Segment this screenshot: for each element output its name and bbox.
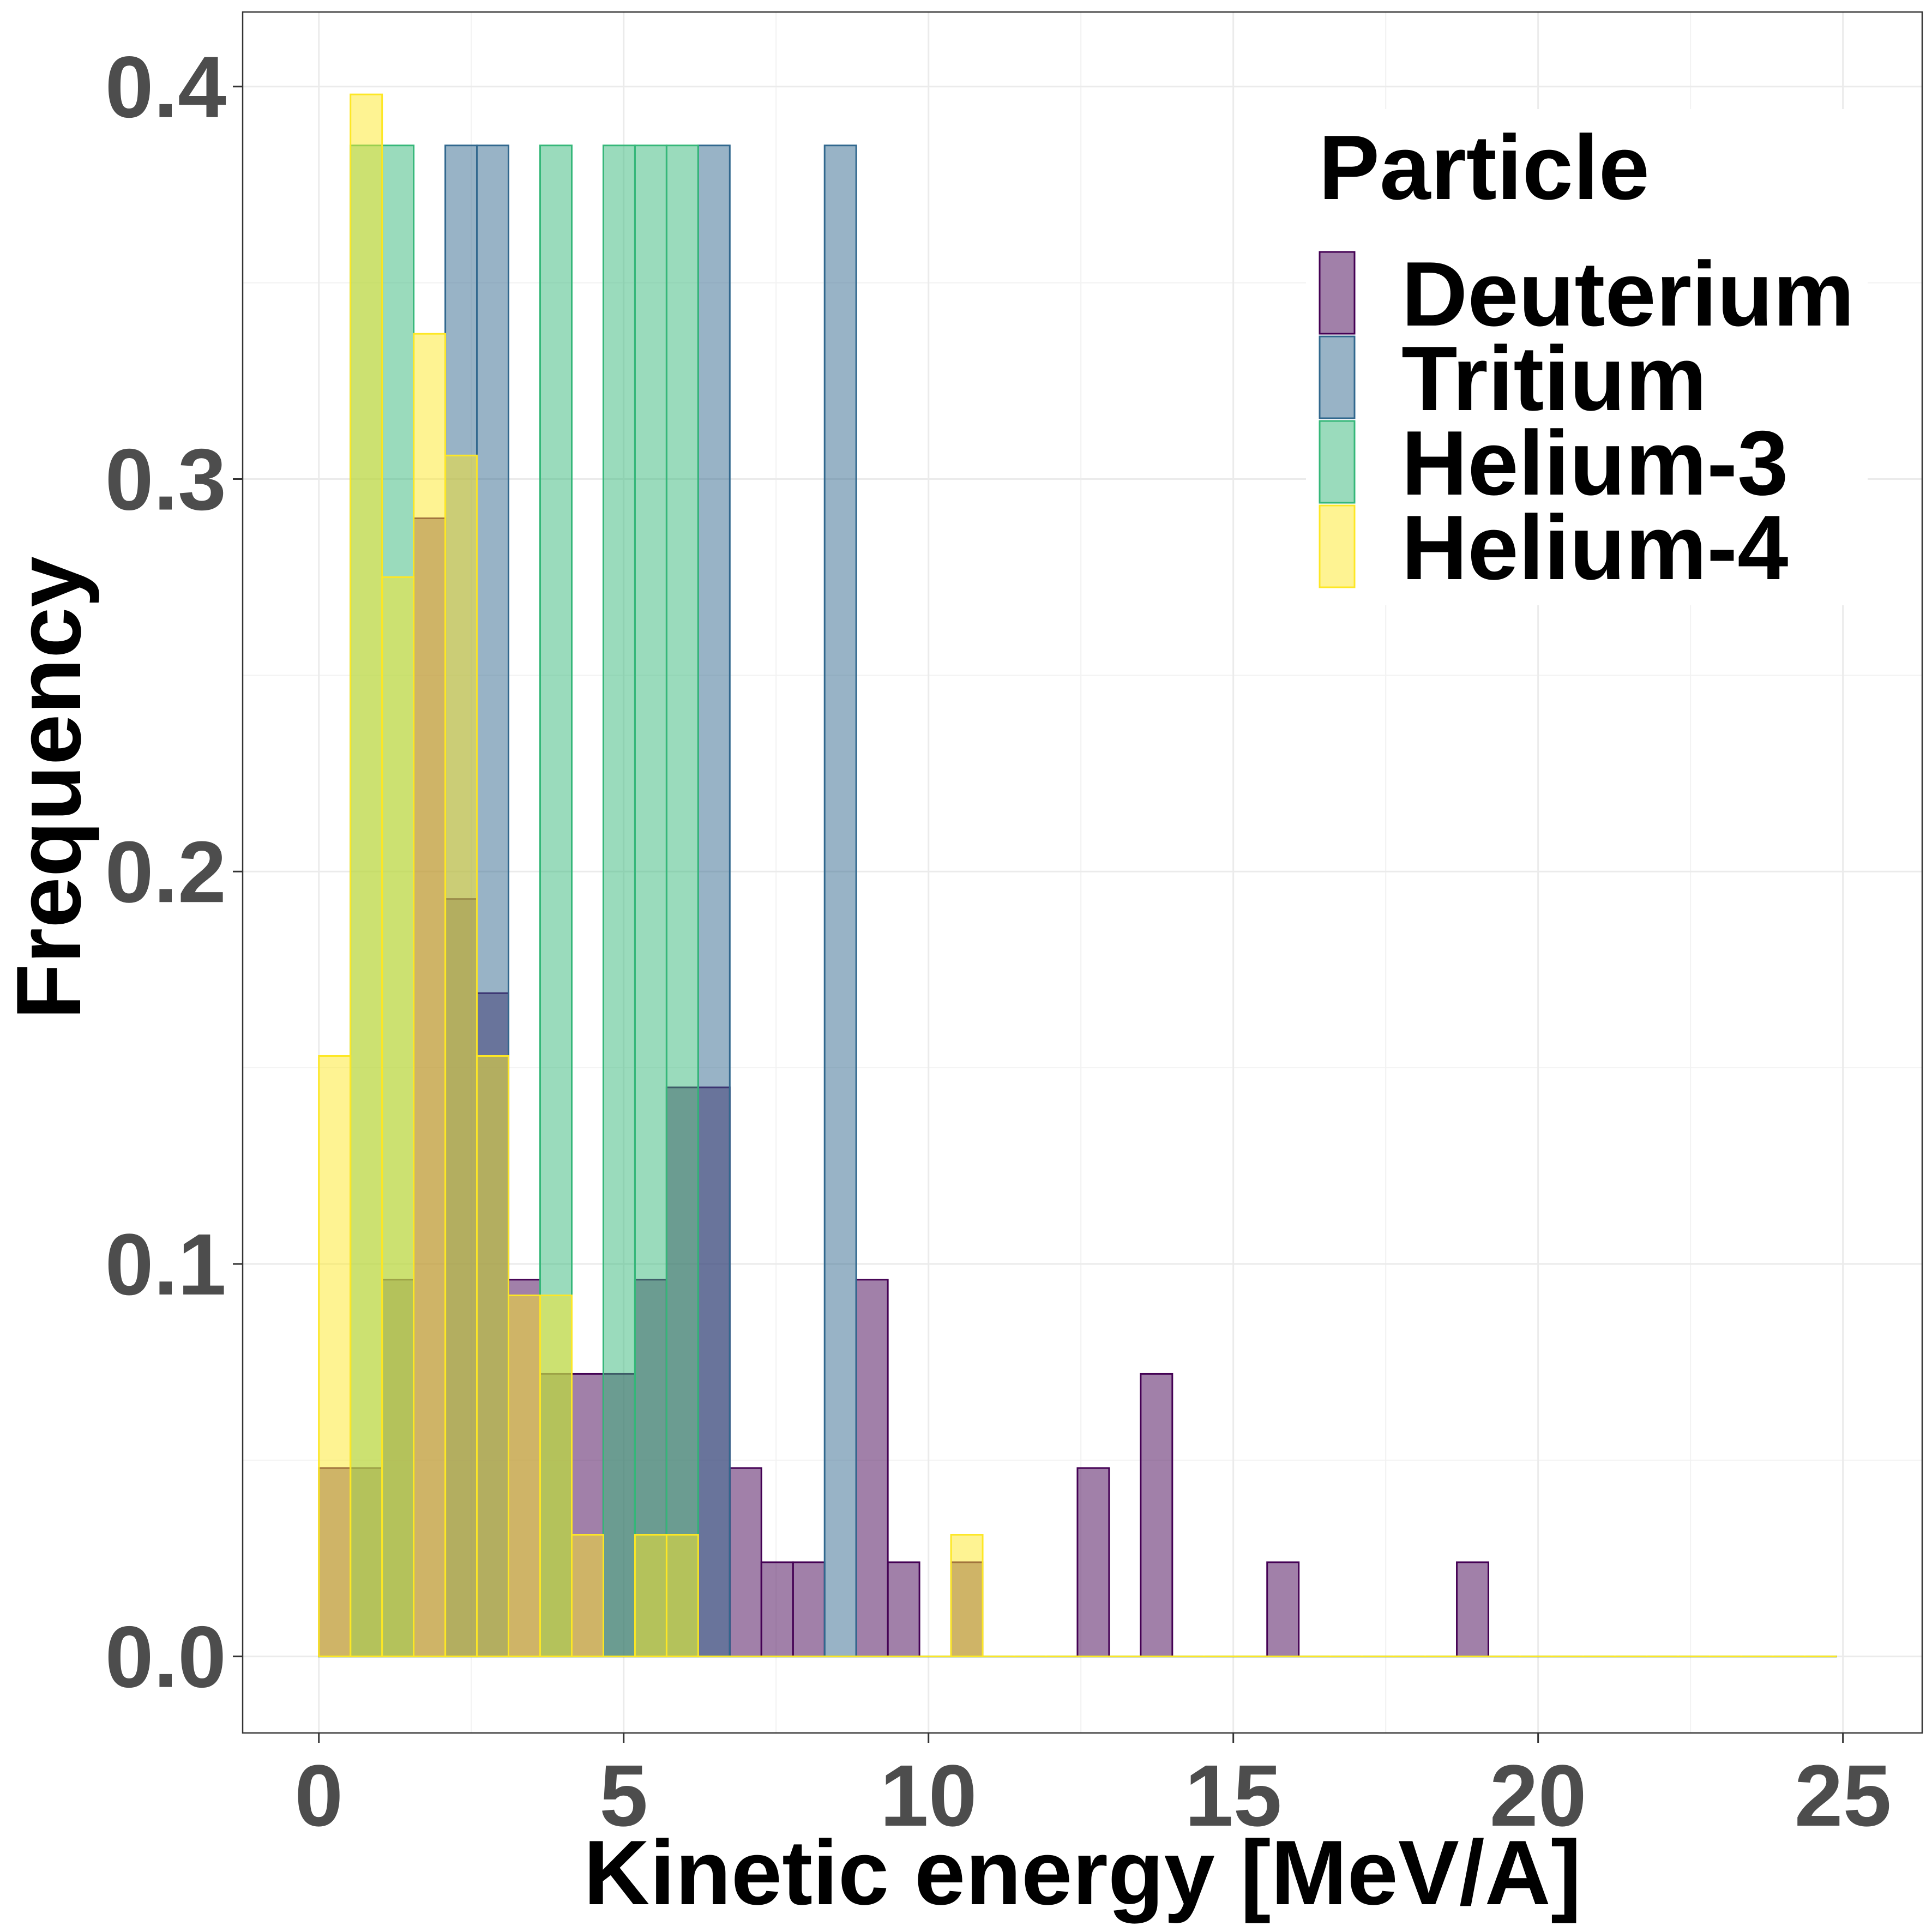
bar-helium-4: [413, 333, 447, 1658]
legend-key-deuterium: [1319, 251, 1356, 335]
legend-key-helium-3: [1319, 420, 1356, 504]
bar-deuterium: [760, 1561, 794, 1658]
bar-deuterium: [1456, 1561, 1490, 1658]
plot-panel-border: [242, 11, 1923, 1734]
legend-label-helium-4: Helium-4: [1401, 496, 1789, 599]
bar-helium-4: [950, 1534, 984, 1658]
bar-tritium: [823, 145, 857, 1658]
bar-deuterium: [887, 1561, 920, 1658]
bar-tritium: [697, 145, 731, 1658]
legend-label-deuterium: Deuterium: [1401, 243, 1855, 345]
legend-title: Particle: [1319, 116, 1650, 219]
legend-background: [1306, 109, 1868, 605]
bar-deuterium: [729, 1467, 762, 1658]
histogram-bars: [318, 93, 1837, 1658]
bar-helium-4: [350, 93, 383, 1658]
bar-helium-3: [665, 145, 699, 1658]
x-tick-label: 20: [1490, 1747, 1587, 1844]
bar-deuterium: [792, 1561, 826, 1658]
x-axis-title: Kinetic energy [MeV/A]: [583, 1821, 1581, 1924]
x-axis: 0 5 10 15 20 25: [294, 1733, 1892, 1844]
bar-helium-4: [444, 454, 478, 1658]
bar-helium-4: [665, 1534, 699, 1658]
y-tick-label: 0.3: [105, 430, 226, 528]
bar-deuterium: [1266, 1561, 1300, 1658]
bar-helium-4: [381, 576, 415, 1658]
y-tick-label: 0.1: [105, 1215, 226, 1313]
legend-label-helium-3: Helium-3: [1401, 412, 1789, 514]
bar-deuterium: [855, 1279, 889, 1658]
bar-helium-4: [508, 1295, 541, 1658]
bar-deuterium: [1140, 1373, 1173, 1658]
y-axis: 0.0 0.1 0.2 0.3 0.4: [105, 38, 243, 1706]
y-tick-label: 0.4: [105, 38, 226, 136]
x-tick-label: 15: [1185, 1747, 1282, 1844]
bar-helium-4: [539, 1295, 573, 1658]
bar-helium-3: [602, 145, 636, 1658]
x-tick-label: 0: [294, 1747, 343, 1844]
bar-helium-4: [634, 1534, 667, 1658]
x-tick-label: 5: [599, 1747, 648, 1844]
legend-label-tritium: Tritium: [1401, 327, 1707, 430]
bar-helium-3: [634, 145, 667, 1658]
y-axis-title: Frequency: [0, 556, 100, 1020]
y-tick-label: 0.0: [105, 1608, 226, 1706]
bar-helium-4: [318, 1055, 352, 1658]
legend: Particle DeuteriumTritiumHelium-3Helium-…: [1306, 109, 1868, 605]
bar-helium-4: [570, 1534, 604, 1658]
series-helium-4: [318, 93, 1837, 1658]
x-tick-label: 10: [880, 1747, 977, 1844]
x-tick-label: 25: [1795, 1747, 1892, 1844]
bar-helium-4: [476, 1055, 510, 1658]
y-tick-label: 0.2: [105, 823, 226, 920]
legend-key-tritium: [1319, 335, 1356, 419]
bar-deuterium: [1076, 1467, 1110, 1658]
legend-key-helium-4: [1319, 504, 1356, 588]
